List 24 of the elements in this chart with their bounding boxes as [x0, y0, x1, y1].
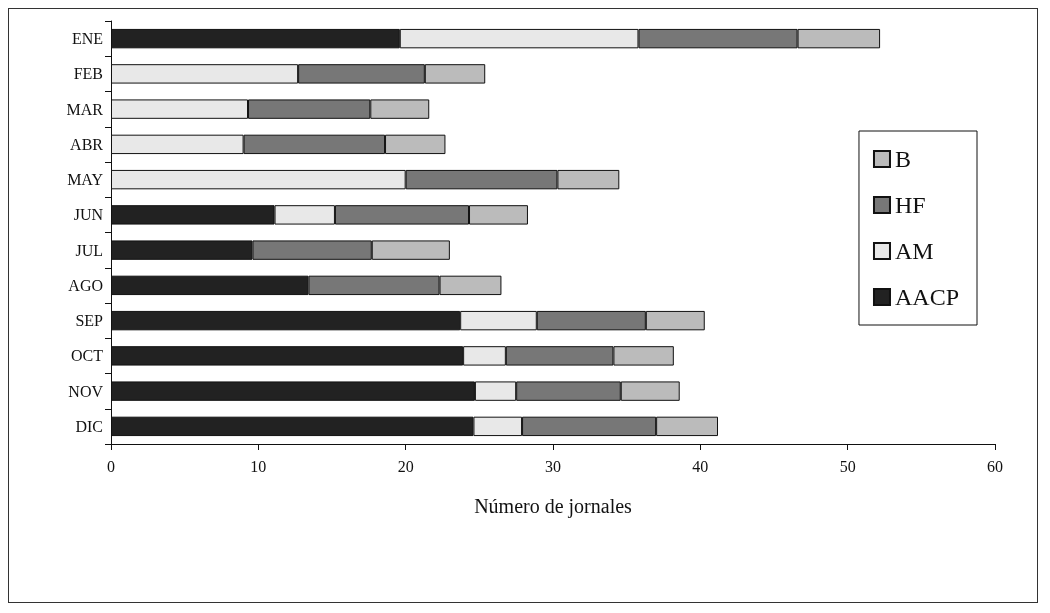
y-tick-label: NOV [68, 382, 104, 400]
y-tick-label: ABR [70, 135, 104, 153]
legend-label: AM [894, 238, 934, 264]
y-tick-label: OCT [71, 347, 104, 365]
y-tick-label: MAY [67, 171, 104, 189]
legend-label: AACP [894, 284, 960, 310]
x-tick-label: 30 [545, 457, 561, 475]
x-tick-label: 10 [250, 457, 267, 475]
y-tick-label: ENE [71, 30, 103, 48]
x-axis-title: Número de jornales [474, 495, 633, 518]
x-tick-label: 40 [692, 457, 709, 475]
y-tick-label: MAR [66, 100, 104, 118]
x-tick-label: 0 [107, 457, 115, 475]
y-tick-label: JUN [73, 206, 104, 224]
y-tick-label: AGO [68, 276, 103, 294]
y-tick-label: DIC [75, 417, 103, 435]
y-tick-label: JUL [75, 241, 103, 259]
x-tick-label: 50 [839, 457, 856, 475]
y-tick-label: SEP [75, 312, 104, 330]
x-tick-label: 60 [987, 457, 1003, 475]
y-tick-label: FEB [73, 65, 103, 83]
legend-label: HF [894, 192, 926, 218]
x-tick-label: 20 [397, 457, 414, 475]
legend-label: B [894, 146, 911, 172]
